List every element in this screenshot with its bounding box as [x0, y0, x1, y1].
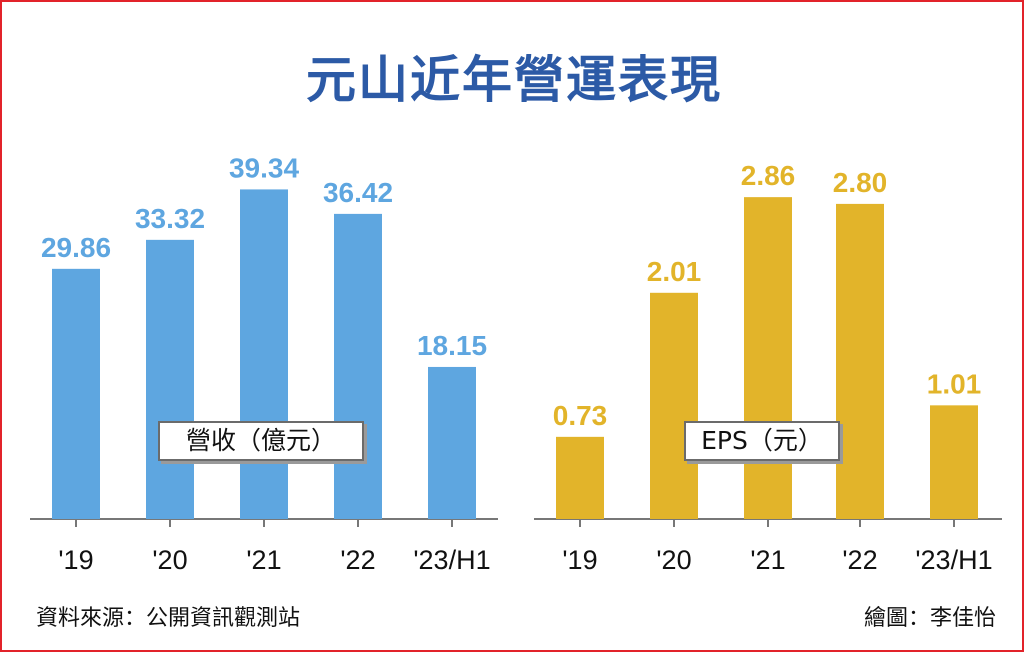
revenue-legend: 營收（億元） [158, 421, 364, 461]
source-note: 資料來源：公開資訊觀測站 [36, 606, 301, 631]
eps-category-label: '19 [562, 545, 597, 575]
revenue-value-label: 18.15 [417, 330, 487, 361]
revenue-category-label: '19 [58, 545, 93, 575]
revenue-bar [334, 213, 382, 519]
eps-value-label: 2.01 [647, 256, 702, 287]
chart-title: 元山近年營運表現 [306, 51, 722, 109]
revenue-bar [428, 366, 476, 519]
eps-bar [744, 197, 792, 519]
credit-note: 繪圖：李佳怡 [863, 606, 996, 631]
revenue-value-label: 39.34 [229, 152, 299, 183]
eps-legend: EPS（元） [684, 421, 840, 461]
eps-bar [650, 292, 698, 519]
revenue-value-label: 29.86 [41, 232, 111, 263]
eps-value-label: 2.86 [741, 160, 796, 191]
eps-value-label: 2.80 [833, 167, 888, 198]
revenue-bar [240, 189, 288, 520]
eps-bar [556, 436, 604, 519]
eps-bar [930, 405, 978, 519]
revenue-value-label: 36.42 [323, 177, 393, 208]
revenue-bar [52, 268, 100, 519]
eps-category-label: '21 [750, 545, 785, 575]
revenue-category-label: '21 [246, 545, 281, 575]
revenue-value-label: 33.32 [135, 203, 205, 234]
eps-value-label: 0.73 [553, 400, 608, 431]
eps-bar [836, 203, 884, 520]
revenue-category-label: '23/H1 [413, 545, 490, 575]
revenue-category-label: '22 [340, 545, 375, 575]
eps-value-label: 1.01 [927, 368, 982, 399]
eps-category-label: '23/H1 [915, 545, 992, 575]
eps-category-label: '20 [656, 545, 691, 575]
eps-category-label: '22 [842, 545, 877, 575]
revenue-category-label: '20 [152, 545, 187, 575]
revenue-bar [146, 239, 194, 519]
